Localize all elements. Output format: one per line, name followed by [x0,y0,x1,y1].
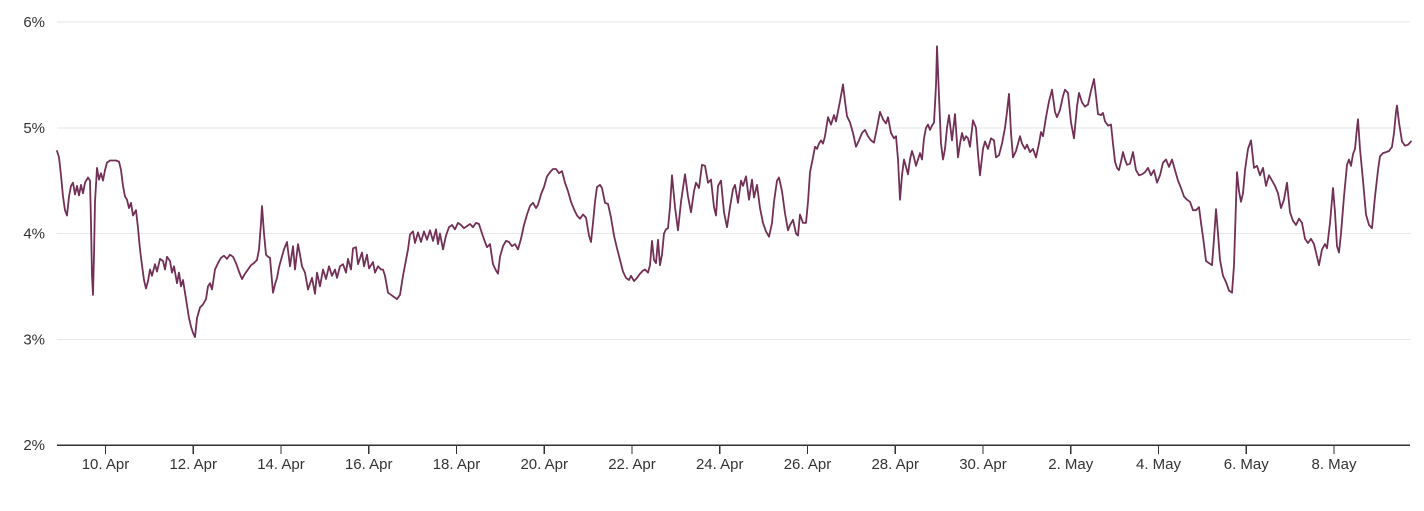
x-tick-label: 2. May [1048,456,1094,473]
x-tick-label: 20. Apr [520,456,568,473]
x-tick-label: 12. Apr [169,456,217,473]
x-tick-label: 8. May [1311,456,1357,473]
x-tick-label: 24. Apr [696,456,744,473]
x-tick-label: 14. Apr [257,456,305,473]
x-tick-label: 6. May [1224,456,1270,473]
x-tick-label: 18. Apr [433,456,481,473]
y-tick-label: 6% [23,14,45,31]
x-tick-label: 28. Apr [871,456,919,473]
x-tick-label: 16. Apr [345,456,393,473]
y-tick-label: 2% [23,437,45,454]
series-line [56,45,1412,338]
x-tick-label: 4. May [1136,456,1182,473]
y-tick-label: 4% [23,226,45,243]
y-tick-label: 5% [23,120,45,137]
x-tick-label: 26. Apr [784,456,832,473]
y-tick-label: 3% [23,331,45,348]
x-tick-label: 22. Apr [608,456,656,473]
x-tick-label: 10. Apr [82,456,130,473]
x-tick-label: 30. Apr [959,456,1007,473]
